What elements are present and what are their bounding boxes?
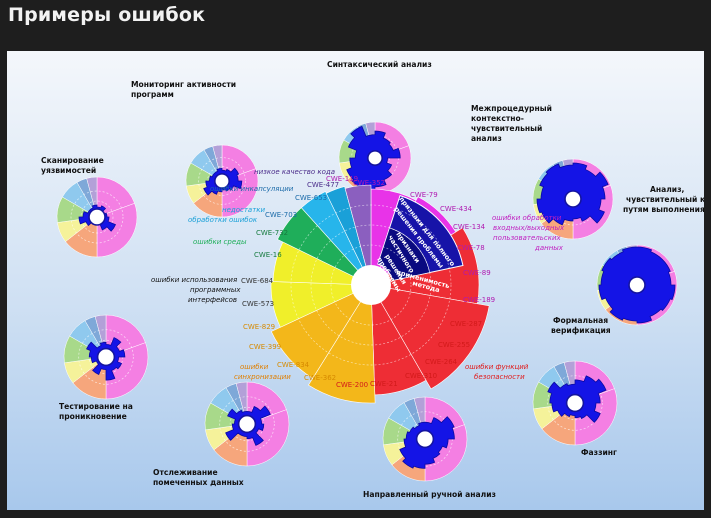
method-label: Анализ, — [650, 185, 685, 194]
method-label: Мониторинг активности — [131, 80, 236, 89]
mini-ring — [219, 396, 275, 452]
sector-sync — [270, 284, 372, 379]
wheel-center — [351, 265, 391, 305]
category-label: ошибки среды — [193, 238, 247, 246]
mini-ring — [198, 157, 246, 205]
central-wheel — [270, 184, 490, 404]
method-label: Формальная — [553, 316, 608, 325]
method-label: программ — [131, 90, 174, 99]
page-title: Примеры ошибок — [8, 4, 206, 26]
method-chart — [204, 381, 290, 467]
category-label: синхронизации — [234, 373, 291, 381]
sector-sync — [308, 284, 376, 404]
category-label: входных/выходных — [493, 224, 565, 232]
category-labels: низкое качество кода ошибки инкапсуляции… — [151, 168, 565, 381]
method-label: Направленный ручной анализ — [363, 490, 496, 499]
category-label: низкое качество кода — [254, 168, 335, 176]
cwe-label: CWE-16 — [254, 251, 282, 259]
category-label: ошибки функций — [465, 363, 529, 371]
cwe-label: CWE-200 — [336, 381, 368, 389]
wheel-ring — [310, 224, 432, 346]
method-chart — [56, 176, 138, 258]
method-chart — [532, 158, 614, 240]
cwe-label: CWE-79 — [410, 191, 438, 199]
cwe-label: CWE-703 — [265, 211, 297, 219]
cwe-label: CWE-78 — [457, 244, 485, 252]
method-label: Фаззинг — [581, 448, 617, 457]
method-labels: Синтаксический анализ Мониторинг активно… — [41, 60, 704, 499]
method-label: контекстно- — [471, 114, 524, 123]
category-label: данных — [534, 244, 564, 252]
cwe-label: CWE-732 — [256, 229, 288, 237]
mini-ring — [547, 375, 603, 431]
cwe-label: CWE-264 — [425, 358, 458, 366]
category-label: обработки ошибок — [188, 216, 258, 224]
cwe-label: CWE-477 — [307, 181, 339, 189]
wheel-ring — [330, 244, 412, 326]
method-label: помеченных данных — [153, 478, 244, 487]
sector-low-quality — [344, 184, 372, 286]
mini-center — [628, 276, 646, 294]
cwe-label: CWE-21 — [370, 380, 398, 388]
mini-center — [96, 347, 116, 367]
cwe-label: CWE-684 — [241, 277, 274, 285]
category-label: недостатки — [222, 206, 266, 214]
cwe-label: CWE-829 — [243, 323, 275, 331]
mini-center — [565, 393, 585, 413]
cwe-label: CWE-89 — [463, 269, 491, 277]
cwe-label: CWE-653 — [295, 194, 327, 202]
diagram-canvas: CWE-119 CWE-352 CWE-477 CWE-653 CWE-703 … — [41, 60, 704, 499]
method-label: верификация — [551, 326, 611, 335]
category-label: пользовательских — [493, 234, 561, 242]
wheel-ring — [290, 204, 452, 366]
cwe-label: CWE-189 — [463, 296, 495, 304]
cwe-label: CWE-287 — [450, 320, 482, 328]
mini-ring — [70, 190, 124, 244]
cwe-label: CWE-119 — [326, 175, 358, 183]
sector-security — [370, 284, 490, 390]
method-label: Отслеживание — [153, 468, 218, 477]
category-label: программных — [190, 286, 241, 294]
cwe-label: CWE-834 — [277, 361, 310, 369]
method-chart — [63, 314, 149, 400]
category-label: интерфейсов — [188, 296, 237, 304]
method-chart — [185, 144, 259, 218]
mini-center — [214, 173, 231, 190]
category-label: ошибки — [240, 363, 269, 371]
method-label: путям выполнения — [623, 205, 704, 214]
cwe-label: CWE-134 — [453, 223, 486, 231]
method-label: Тестирование на — [59, 402, 133, 411]
mini-center — [237, 414, 257, 434]
method-label: проникновение — [59, 412, 127, 421]
cwe-label: CWE-399 — [249, 343, 281, 351]
cwe-label: CWE-434 — [440, 205, 473, 213]
mini-center — [564, 190, 582, 208]
category-label: ошибки обработки — [492, 214, 562, 222]
method-chart — [382, 396, 468, 482]
method-label: чувствительный к — [626, 195, 704, 204]
mini-center — [366, 150, 383, 167]
method-charts — [56, 121, 678, 482]
category-label: ошибки инкапсуляции — [210, 185, 294, 193]
mini-ring — [78, 329, 134, 385]
cwe-label: CWE-362 — [304, 374, 336, 382]
method-label: анализ — [471, 134, 502, 143]
method-label: Сканирование — [41, 156, 104, 165]
cwe-labels: CWE-119 CWE-352 CWE-477 CWE-653 CWE-703 … — [241, 175, 495, 389]
method-chart — [596, 244, 678, 326]
cwe-label: CWE-255 — [438, 341, 470, 349]
category-label: безопасности — [474, 373, 525, 381]
mini-center — [415, 429, 435, 449]
method-label: Межпроцедурный — [471, 104, 552, 113]
cwe-label: CWE-310 — [405, 372, 437, 380]
method-label: Синтаксический анализ — [327, 60, 432, 69]
slide: CWE-119 CWE-352 CWE-477 CWE-653 CWE-703 … — [7, 51, 704, 510]
method-label: уязвимостей — [41, 166, 96, 175]
category-label: ошибки использования — [151, 276, 237, 284]
cwe-label: CWE-573 — [242, 300, 274, 308]
cwe-label: CWE-352 — [353, 179, 385, 187]
method-label: чувствительный — [471, 124, 542, 133]
method-chart — [532, 360, 618, 446]
mini-center — [88, 208, 106, 226]
